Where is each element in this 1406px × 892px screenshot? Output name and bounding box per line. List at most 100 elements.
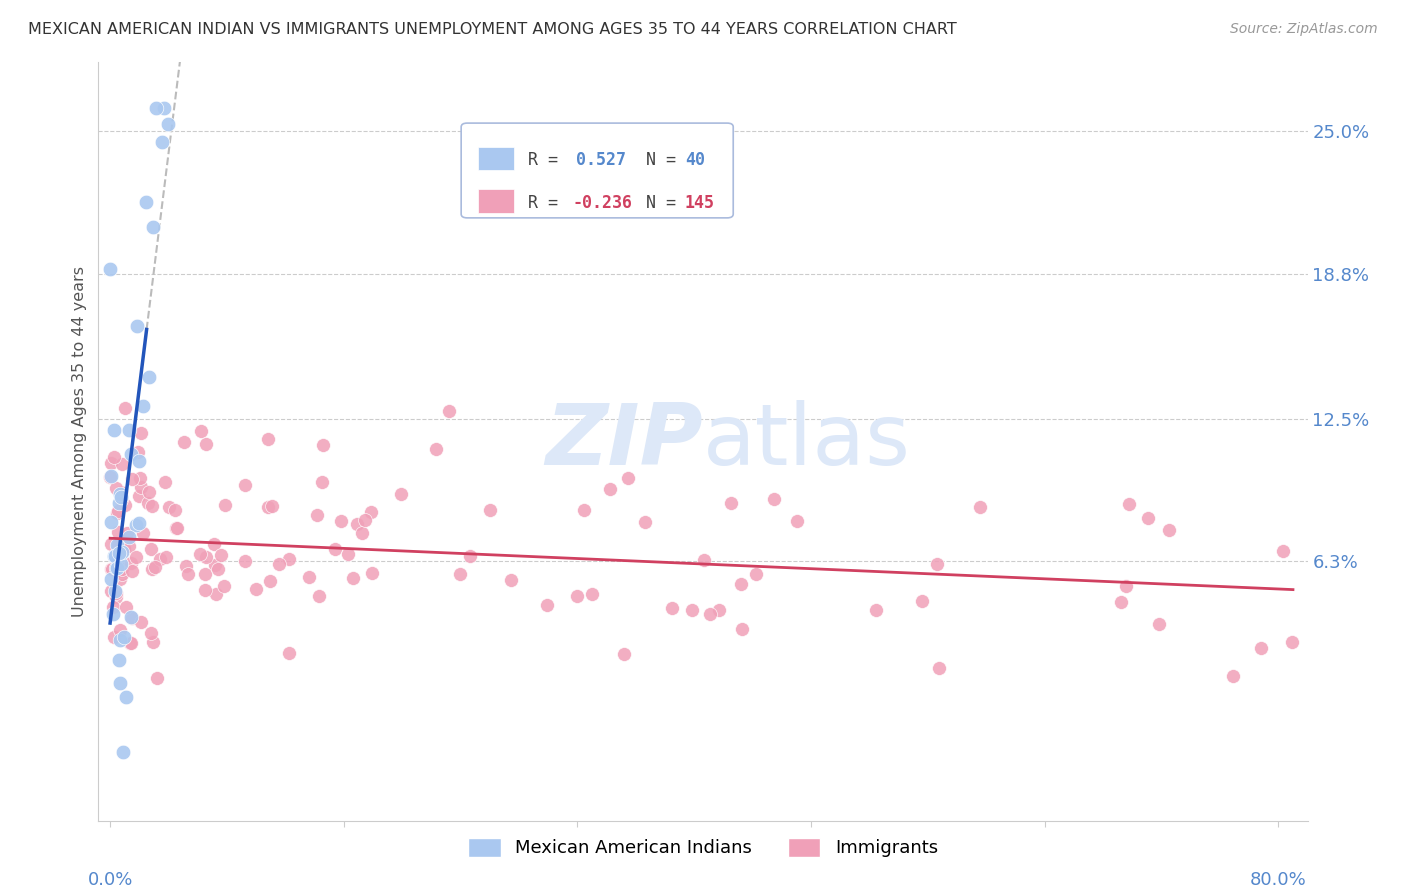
Text: R =: R = [527,194,568,211]
Point [693,553,716,567]
Point [337,547,360,561]
Point [209,549,232,563]
Point [121,610,143,624]
Point [129,480,152,494]
Point [105,538,128,552]
Point [1136,511,1159,525]
Point [681,603,703,617]
Point [1281,635,1303,649]
Point [156,116,179,130]
Text: -0.236: -0.236 [572,194,633,211]
Point [730,577,752,591]
Point [1250,641,1272,656]
Point [121,565,143,579]
Point [107,538,129,552]
Point [121,472,143,486]
Point [166,521,188,535]
Point [112,630,135,644]
Point [342,571,364,585]
Point [104,586,127,600]
Point [108,653,131,667]
Point [1272,544,1295,558]
Text: atlas: atlas [703,400,911,483]
Point [311,438,333,452]
Point [350,525,373,540]
Point [100,469,122,483]
Point [111,564,134,578]
Point [132,526,155,541]
Point [105,561,128,575]
Text: 145: 145 [685,194,714,211]
Point [311,475,333,489]
Point [233,554,256,568]
Point [155,549,177,564]
Text: N =: N = [637,194,686,211]
Point [617,471,640,485]
Point [928,660,950,674]
Point [142,635,165,649]
Point [110,492,132,507]
Point [125,550,148,565]
Point [572,503,595,517]
Point [214,498,236,512]
Point [100,573,122,587]
Point [110,487,132,501]
Point [100,537,122,551]
Point [138,370,160,384]
Point [129,471,152,485]
Point [661,601,683,615]
Point [269,557,291,571]
Text: 80.0%: 80.0% [1250,871,1306,889]
Point [112,541,135,555]
Point [212,578,235,592]
Point [111,457,134,471]
Point [112,543,135,558]
Point [157,500,180,514]
Point [1118,497,1140,511]
Point [195,437,218,451]
Point [202,537,225,551]
Point [98,469,121,483]
Point [458,549,481,564]
Point [118,636,141,650]
Point [108,572,131,586]
Point [98,262,121,277]
Point [323,541,346,556]
Point [100,457,122,471]
Point [105,481,128,495]
Point [111,566,134,581]
Text: Source: ZipAtlas.com: Source: ZipAtlas.com [1230,22,1378,37]
Point [1157,524,1180,538]
Point [1222,669,1244,683]
Point [139,542,162,557]
Point [128,489,150,503]
Point [105,566,128,580]
Point [141,626,163,640]
Point [103,450,125,465]
Point [501,573,523,587]
Point [103,423,125,437]
Point [1115,579,1137,593]
Point [136,496,159,510]
Point [107,504,129,518]
Point [128,516,150,530]
Point [709,602,731,616]
Point [105,506,128,520]
Point [479,503,502,517]
Point [354,513,377,527]
FancyBboxPatch shape [478,146,515,170]
Point [425,442,447,457]
Text: R =: R = [527,151,568,169]
Point [195,549,218,564]
Point [103,600,125,615]
Point [193,582,215,597]
Point [437,404,460,418]
Point [389,487,412,501]
Point [100,515,122,529]
Text: 40: 40 [685,151,704,169]
Point [108,495,131,509]
Point [297,570,319,584]
Point [120,610,142,624]
Point [131,399,153,413]
Point [105,561,128,575]
